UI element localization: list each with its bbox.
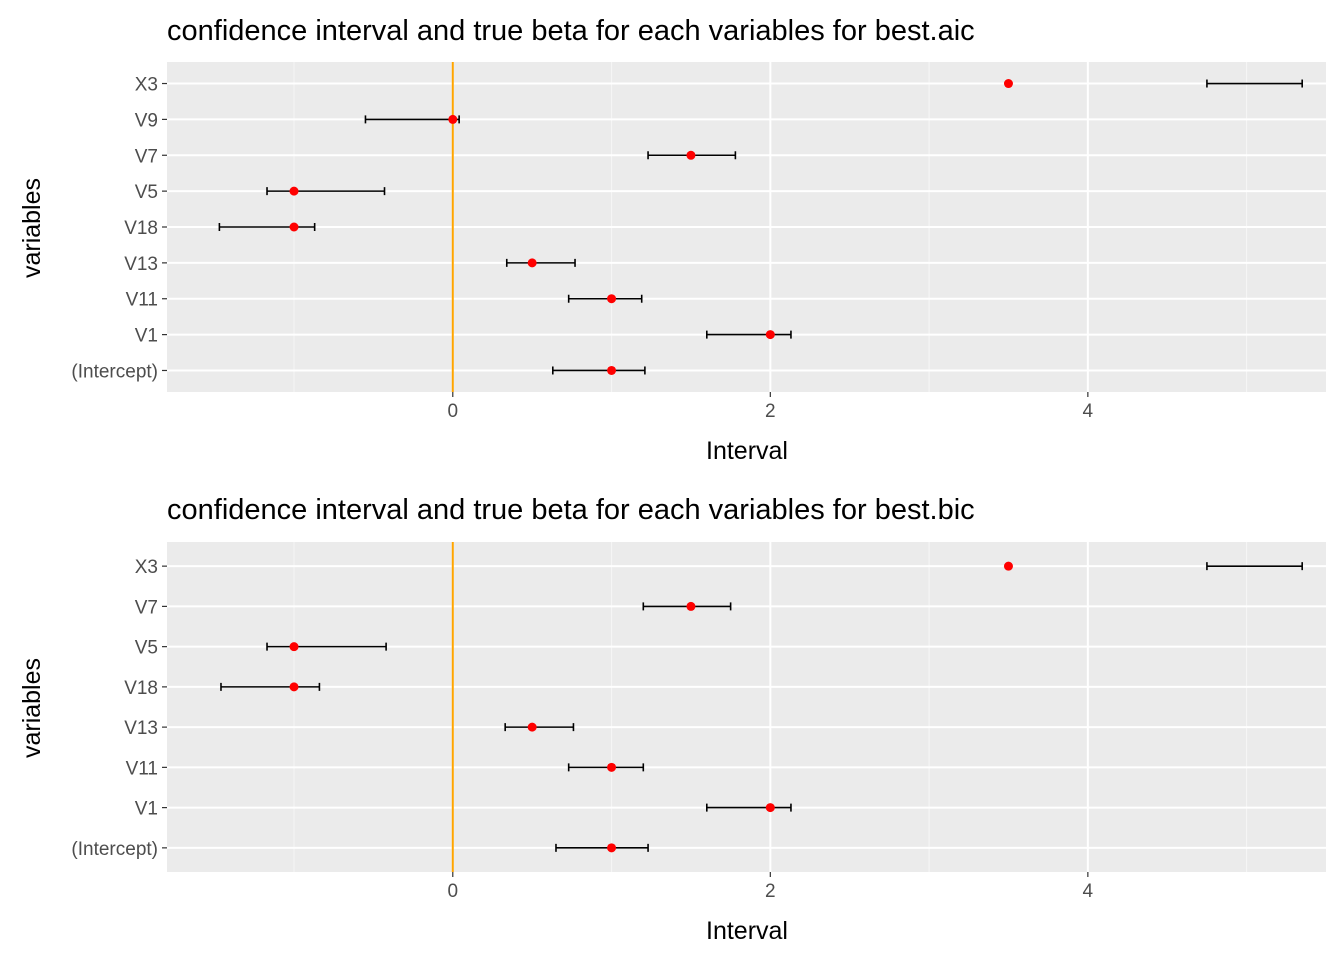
bic-true-beta-point	[607, 843, 617, 853]
bic-true-beta-point	[1003, 561, 1013, 571]
bic-y-tick-label: V13	[124, 718, 158, 739]
aic-errorbar	[1206, 79, 1303, 88]
aic-true-beta-point	[448, 114, 458, 124]
bic-errorbar	[266, 642, 387, 651]
bic-chart-title: confidence interval and true beta for ea…	[167, 494, 975, 526]
aic-y-tick-label: V7	[135, 146, 158, 167]
bic-y-tick-label: V5	[135, 638, 158, 659]
aic-x-tick-label: 0	[447, 401, 458, 422]
aic-errorbar	[567, 294, 643, 303]
bic-y-tick-label: V1	[135, 799, 158, 820]
bic-true-beta-point	[527, 722, 537, 732]
aic-true-beta-point	[289, 222, 299, 232]
aic-true-beta-point	[686, 150, 696, 160]
aic-y-tick-label: V13	[124, 254, 158, 275]
bic-errorbar	[504, 723, 575, 732]
bic-true-beta-point	[607, 762, 617, 772]
bic-errorbar	[706, 803, 792, 812]
aic-x-tick-label: 2	[765, 401, 776, 422]
aic-y-tick-label: V11	[126, 290, 158, 311]
aic-chart-panel: confidence interval and true beta for ea…	[18, 15, 1326, 465]
aic-true-beta-point	[607, 365, 617, 375]
bic-true-beta-point	[289, 682, 299, 692]
aic-y-tick-label: (Intercept)	[71, 361, 158, 382]
aic-y-tick-label: X3	[135, 75, 158, 96]
bic-errorbar	[1206, 562, 1303, 571]
aic-errorbar	[706, 330, 792, 339]
aic-x-axis-title: Interval	[706, 437, 788, 465]
bic-errorbar	[567, 763, 645, 772]
bic-y-tick-label: (Intercept)	[71, 839, 158, 860]
bic-true-beta-point	[289, 642, 299, 652]
bic-plot-background	[167, 542, 1326, 872]
aic-true-beta-point	[289, 186, 299, 196]
aic-true-beta-point	[1003, 79, 1013, 89]
aic-errorbar	[364, 115, 460, 124]
bic-y-axis-title: variables	[18, 658, 46, 758]
aic-y-tick-label: V9	[135, 110, 158, 131]
aic-chart-title: confidence interval and true beta for ea…	[167, 15, 975, 47]
aic-errorbar	[218, 223, 316, 231]
bic-true-beta-point	[765, 803, 775, 813]
aic-true-beta-point	[607, 294, 617, 304]
bic-x-tick-label: 4	[1083, 881, 1094, 902]
bic-x-axis-title: Interval	[706, 917, 788, 945]
aic-y-tick-label: V1	[135, 326, 158, 347]
aic-true-beta-point	[527, 258, 537, 268]
bic-chart-panel: confidence interval and true beta for ea…	[18, 494, 1326, 945]
bic-y-tick-label: V18	[124, 678, 158, 699]
aic-y-tick-label: V18	[124, 218, 158, 239]
bic-y-tick-label: V7	[135, 597, 158, 618]
aic-errorbar	[552, 366, 646, 375]
bic-x-tick-label: 0	[447, 881, 458, 902]
aic-y-tick-label: V5	[135, 182, 158, 203]
bic-y-tick-label: X3	[135, 557, 158, 578]
bic-errorbar	[220, 682, 321, 691]
bic-errorbar	[555, 843, 649, 852]
aic-y-axis-title: variables	[18, 178, 46, 278]
aic-x-tick-label: 4	[1083, 401, 1094, 422]
bic-x-tick-label: 2	[765, 881, 776, 902]
aic-errorbar	[505, 258, 576, 267]
bic-y-tick-label: V11	[126, 758, 158, 779]
aic-errorbar	[266, 187, 386, 196]
aic-true-beta-point	[765, 330, 775, 340]
bic-true-beta-point	[686, 601, 696, 611]
